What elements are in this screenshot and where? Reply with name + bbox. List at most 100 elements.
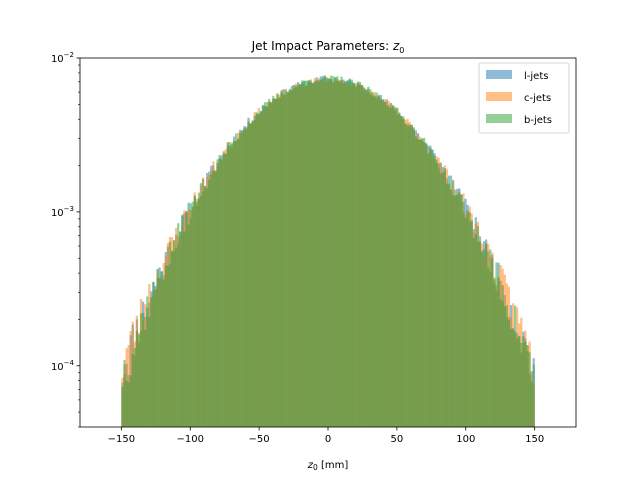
bar-b-jets-198 <box>530 381 533 427</box>
bar-b-jets-56 <box>237 138 240 427</box>
x-tick-label: −100 <box>176 434 203 445</box>
bar-b-jets-16 <box>154 289 157 427</box>
bar-b-jets-18 <box>158 277 161 427</box>
bar-b-jets-107 <box>342 82 345 428</box>
bar-b-jets-191 <box>516 338 519 427</box>
bar-b-jets-115 <box>359 81 362 428</box>
y-tick-label: 10−2 <box>51 51 74 65</box>
bar-b-jets-149 <box>429 145 432 427</box>
bar-b-jets-43 <box>210 174 213 427</box>
bar-b-jets-164 <box>460 194 463 427</box>
bar-b-jets-180 <box>493 279 496 427</box>
bar-b-jets-92 <box>311 82 314 427</box>
y-tick-label: 10−3 <box>51 205 74 219</box>
bar-b-jets-34 <box>191 201 194 427</box>
bar-b-jets-120 <box>369 89 372 427</box>
bar-b-jets-184 <box>501 285 504 427</box>
bar-b-jets-110 <box>348 78 351 427</box>
bar-b-jets-182 <box>497 277 500 427</box>
bar-b-jets-162 <box>456 195 459 427</box>
bar-b-jets-74 <box>274 99 277 428</box>
bar-b-jets-146 <box>423 137 426 427</box>
bar-b-jets-161 <box>454 189 457 427</box>
bar-b-jets-129 <box>387 107 391 427</box>
bar-b-jets-54 <box>232 141 236 427</box>
bar-b-jets-3 <box>127 382 130 427</box>
bar-b-jets-99 <box>325 77 329 427</box>
bar-b-jets-103 <box>334 76 337 427</box>
bar-b-jets-148 <box>427 153 430 428</box>
bar-b-jets-97 <box>321 75 325 428</box>
bar-b-jets-122 <box>373 95 376 428</box>
bar-b-jets-0 <box>121 386 124 427</box>
bar-b-jets-126 <box>381 99 384 427</box>
bar-b-jets-13 <box>148 317 151 427</box>
bar-b-jets-67 <box>259 111 263 427</box>
bar-b-jets-176 <box>485 243 488 427</box>
bar-b-jets-36 <box>195 201 198 427</box>
bar-b-jets-22 <box>166 265 170 427</box>
bar-b-jets-116 <box>361 84 364 428</box>
bar-b-jets-100 <box>328 78 331 428</box>
bar-b-jets-19 <box>160 272 163 427</box>
bar-b-jets-134 <box>398 113 401 427</box>
bar-b-jets-177 <box>487 267 490 427</box>
chart-title: Jet Impact Parameters: z0 <box>251 39 405 55</box>
bar-b-jets-71 <box>268 98 271 427</box>
bar-b-jets-169 <box>470 220 473 427</box>
bar-b-jets-175 <box>483 249 486 427</box>
bar-b-jets-178 <box>489 249 492 427</box>
bar-b-jets-25 <box>173 240 176 427</box>
x-tick-label: 0 <box>325 434 331 445</box>
bar-b-jets-141 <box>412 127 415 428</box>
bar-b-jets-170 <box>472 237 475 427</box>
bar-b-jets-88 <box>303 81 306 427</box>
bar-b-jets-62 <box>249 123 252 428</box>
bar-b-jets-84 <box>294 85 298 427</box>
bar-b-jets-163 <box>458 192 461 427</box>
bar-b-jets-49 <box>222 152 225 427</box>
bar-b-jets-190 <box>514 305 517 427</box>
bar-b-jets-29 <box>181 215 184 427</box>
bar-b-jets-4 <box>129 375 132 427</box>
bar-b-jets-17 <box>156 269 159 427</box>
bar-b-jets-155 <box>441 172 444 427</box>
bar-b-jets-167 <box>466 210 469 427</box>
bar-b-jets-199 <box>532 364 535 427</box>
bar-b-jets-132 <box>394 107 397 428</box>
bar-b-jets-33 <box>189 203 192 427</box>
bar-b-jets-72 <box>270 101 273 428</box>
bar-b-jets-104 <box>336 76 339 427</box>
bar-b-jets-144 <box>418 139 422 427</box>
bar-b-jets-185 <box>503 306 506 427</box>
bar-b-jets-69 <box>263 102 267 428</box>
bar-b-jets-168 <box>468 212 471 427</box>
bar-b-jets-28 <box>179 232 182 427</box>
bar-b-jets-90 <box>307 80 310 427</box>
bar-b-jets-118 <box>365 89 368 427</box>
bar-b-jets-127 <box>383 101 387 427</box>
bar-b-jets-147 <box>425 143 428 427</box>
bar-b-jets-83 <box>292 84 296 427</box>
bar-b-jets-50 <box>224 154 227 428</box>
bar-b-jets-82 <box>290 90 294 427</box>
bar-b-jets-105 <box>338 80 341 427</box>
bar-b-jets-15 <box>152 281 155 427</box>
bar-b-jets-113 <box>354 85 358 427</box>
bar-b-jets-5 <box>131 354 134 427</box>
bar-b-jets-53 <box>230 143 234 427</box>
bar-b-jets-112 <box>352 82 356 427</box>
bar-b-jets-171 <box>474 234 477 427</box>
bar-b-jets-85 <box>297 84 300 427</box>
bar-b-jets-150 <box>431 149 434 427</box>
bar-b-jets-157 <box>445 183 449 427</box>
bar-b-jets-31 <box>185 212 188 427</box>
bar-b-jets-91 <box>309 80 312 427</box>
bar-b-jets-137 <box>404 124 407 427</box>
bar-b-jets-123 <box>375 92 378 427</box>
bar-b-jets-76 <box>278 97 281 427</box>
bar-b-jets-108 <box>344 81 347 427</box>
bar-b-jets-111 <box>350 79 353 427</box>
bar-b-jets-1 <box>123 359 126 427</box>
